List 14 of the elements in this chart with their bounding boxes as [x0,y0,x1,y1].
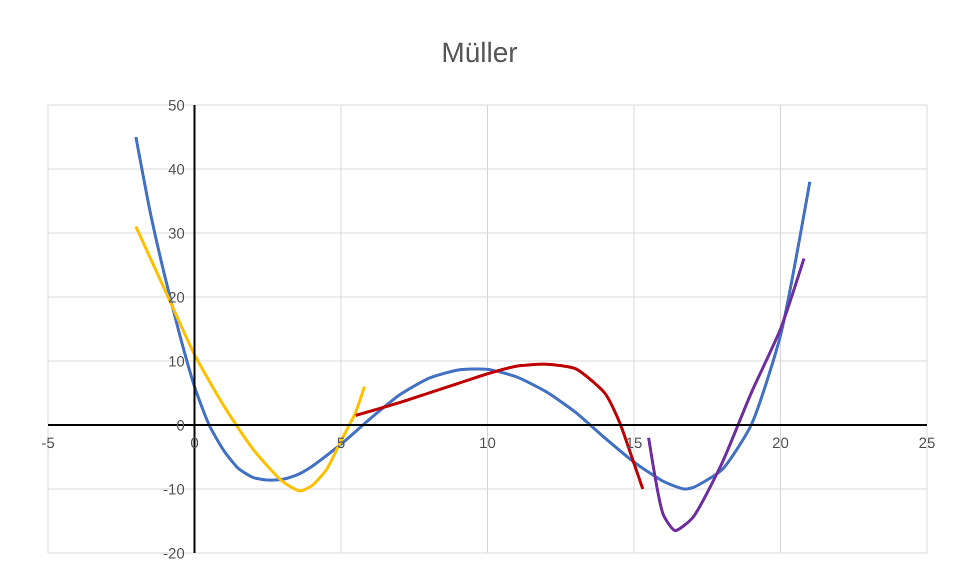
x-tick-label: 25 [918,434,936,452]
y-tick-label: 40 [168,161,185,178]
y-tick-label: 10 [168,353,185,370]
x-tick-label: 20 [772,434,789,452]
line-series [647,257,806,532]
y-tick-label: 30 [168,225,185,242]
x-tick-label: 5 [336,434,346,452]
x-tick-label: 10 [479,434,496,452]
x-tick-label: -5 [41,434,55,452]
y-tick-label: 50 [168,97,185,114]
line-series [354,362,644,490]
y-tick-label: -10 [163,481,185,498]
chart-title: Müller [441,37,518,68]
y-tick-label: -20 [163,545,185,562]
